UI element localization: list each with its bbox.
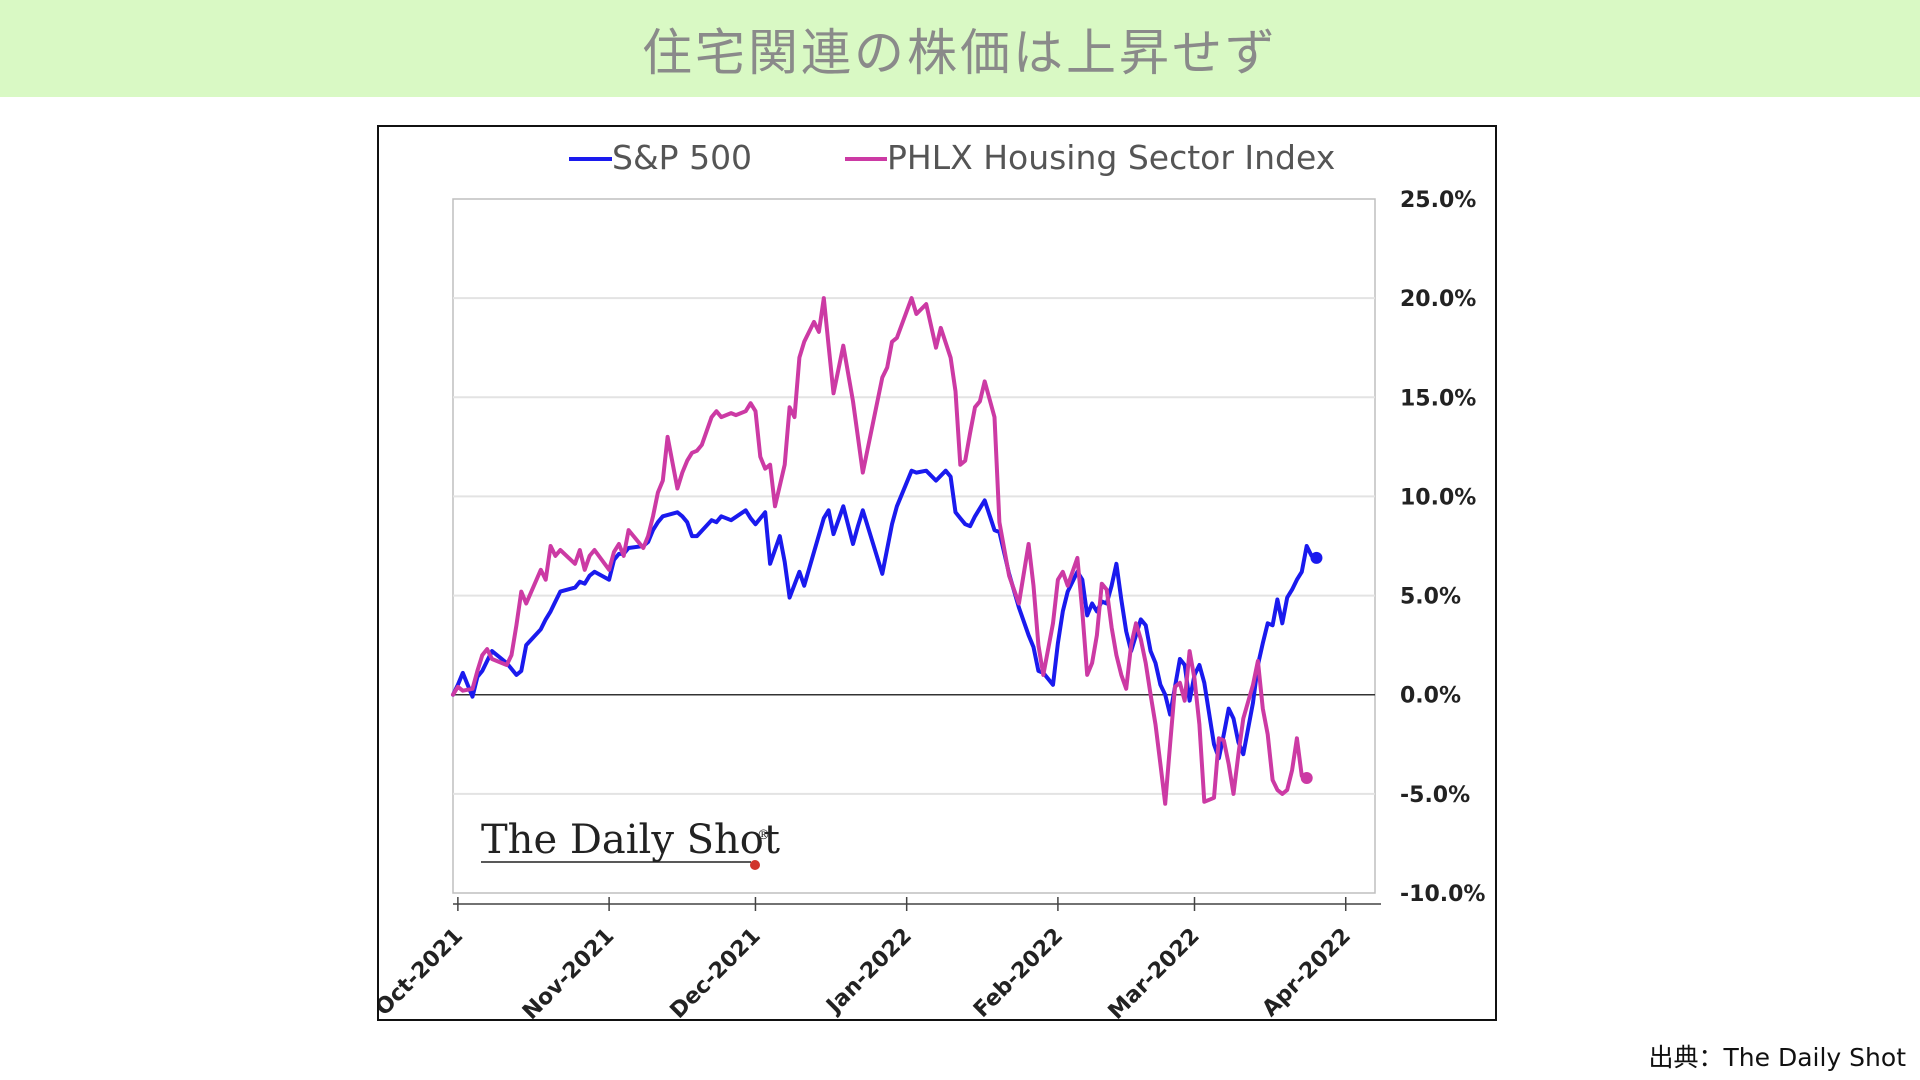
y-tick-label: 5.0% <box>1400 585 1461 610</box>
y-tick-label: -5.0% <box>1400 783 1470 808</box>
daily-shot-logo: The Daily Shot ® <box>481 817 780 870</box>
series-end-marker-sp500 <box>1310 551 1323 564</box>
x-tick-label: Dec-2021 <box>666 924 766 1019</box>
chart-frame: S&P 500 PHLX Housing Sector Index 25.0% 2… <box>377 125 1497 1021</box>
plot-area <box>452 198 1376 894</box>
x-tick-label: Jan-2022 <box>821 924 917 1019</box>
x-tick-label: Nov-2021 <box>518 924 619 1019</box>
y-tick-label: 10.0% <box>1400 485 1476 510</box>
page-title: 住宅関連の株価は上昇せず <box>642 23 1278 82</box>
y-axis-ticks: 25.0% 20.0% 15.0% 10.0% 5.0% 0.0% -5.0% -10.0% <box>1400 188 1485 907</box>
y-tick-label: -10.0% <box>1400 882 1485 907</box>
legend-label-sp500: S&P 500 <box>612 138 752 177</box>
series-line-housing <box>451 296 1309 806</box>
y-tick-label: 0.0% <box>1400 684 1461 709</box>
legend-label-housing: PHLX Housing Sector Index <box>887 138 1335 177</box>
title-banner: 住宅関連の株価は上昇せず <box>0 0 1920 97</box>
x-tick-label: Apr-2022 <box>1258 924 1356 1019</box>
x-tick-label: Mar-2022 <box>1104 924 1205 1019</box>
source-note: 出典：The Daily Shot <box>1648 1043 1906 1072</box>
y-tick-label: 15.0% <box>1400 386 1476 411</box>
x-tick-label: Feb-2022 <box>969 924 1068 1019</box>
y-tick-label: 20.0% <box>1400 287 1476 312</box>
x-tick-label: Oct-2021 <box>379 924 468 1019</box>
logo-registered-mark: ® <box>757 828 770 843</box>
logo-red-dot <box>750 860 760 870</box>
logo-text: The Daily Shot <box>481 817 780 863</box>
series-line-sp500 <box>451 468 1319 761</box>
series-end-marker-housing <box>1300 771 1313 784</box>
x-axis: Oct-2021 Nov-2021 Dec-2021 Jan-2022 Feb-2022… <box>379 897 1381 1019</box>
grid-lines <box>453 297 1375 795</box>
y-tick-label: 25.0% <box>1400 188 1476 213</box>
chart-legend: S&P 500 PHLX Housing Sector Index <box>569 138 1335 177</box>
series-lines <box>451 296 1323 806</box>
line-chart: S&P 500 PHLX Housing Sector Index 25.0%2… <box>379 138 1485 1019</box>
